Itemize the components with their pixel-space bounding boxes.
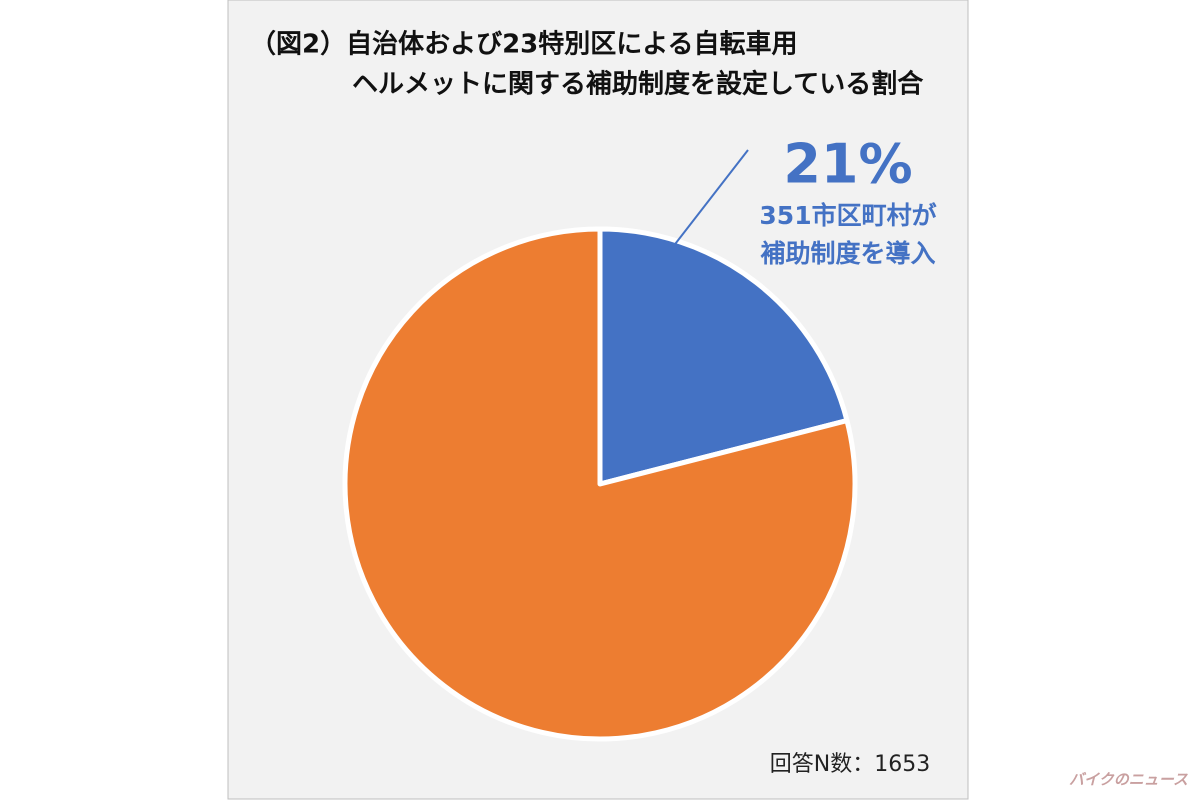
annotation: 351市区町村が bbox=[759, 201, 936, 230]
pie-slice bbox=[597, 226, 850, 487]
data-label: 21% bbox=[783, 133, 912, 196]
chart-title: ヘルメットに関する補助制度を設定している割合 bbox=[352, 69, 924, 100]
chart-title: （図2）自治体および23特別区による自転車用 bbox=[250, 29, 798, 60]
leader-line bbox=[654, 149, 749, 271]
annotation: 補助制度を導入 bbox=[759, 239, 935, 268]
pie-slice bbox=[342, 226, 858, 742]
note: 回答N数：1653 bbox=[770, 752, 930, 777]
watermark: バイクのニュース bbox=[1069, 771, 1188, 789]
